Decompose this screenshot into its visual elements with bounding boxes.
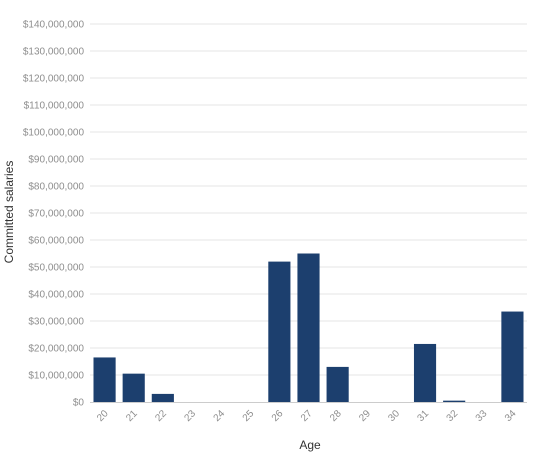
bars [93, 253, 524, 403]
x-tick-label: 34 [503, 408, 519, 424]
x-axis-title: Age [299, 438, 321, 452]
y-tick-label: $140,000,000 [23, 20, 85, 31]
bar-age-31[interactable] [413, 343, 437, 402]
x-tick-label: 22 [153, 408, 169, 424]
bar-age-20[interactable] [93, 357, 116, 402]
x-tick-label: 20 [95, 408, 111, 424]
y-tick-label: $30,000,000 [28, 317, 84, 328]
bar-age-34[interactable] [501, 311, 524, 402]
bar-age-28[interactable] [326, 366, 349, 402]
x-tick-label: 33 [474, 408, 490, 424]
bar-age-22[interactable] [151, 393, 174, 402]
y-tick-label: $0 [73, 398, 85, 409]
x-tick-label: 30 [386, 408, 402, 424]
x-tick-label: 21 [124, 408, 140, 424]
y-axis-title: Committed salaries [2, 161, 16, 264]
y-tick-label: $110,000,000 [24, 101, 85, 112]
y-tick-label: $90,000,000 [28, 155, 84, 166]
x-tick-label: 28 [328, 408, 344, 424]
y-tick-label: $130,000,000 [23, 47, 85, 58]
y-tick-label: $120,000,000 [23, 74, 85, 85]
y-tick-label: $10,000,000 [28, 371, 84, 382]
bar-age-26[interactable] [268, 261, 291, 402]
x-tick-label: 29 [357, 408, 373, 424]
y-tick-label: $50,000,000 [28, 263, 84, 274]
y-tick-label: $20,000,000 [28, 344, 84, 355]
y-tick-label: $40,000,000 [28, 290, 84, 301]
y-tick-label: $60,000,000 [28, 236, 84, 247]
y-tick-label: $80,000,000 [28, 182, 84, 193]
bar-age-27[interactable] [297, 253, 320, 403]
x-tick-label: 24 [212, 408, 228, 424]
x-tick-label: 27 [299, 408, 315, 424]
y-tick-label: $100,000,000 [23, 128, 85, 139]
bar-age-32[interactable] [443, 400, 466, 402]
y-axis-ticks: $0 $10,000,000 $20,000,000 $30,000,000 $40,0… [23, 20, 85, 409]
bar-age-21[interactable] [122, 373, 145, 402]
x-axis-ticks: 20 21 22 23 24 25 26 27 28 29 30 31 32 33 34 [95, 408, 519, 424]
x-tick-label: 32 [445, 408, 461, 424]
x-tick-label: 26 [270, 408, 286, 424]
y-tick-label: $70,000,000 [28, 209, 84, 220]
x-tick-label: 23 [182, 408, 198, 424]
x-tick-label: 31 [416, 408, 432, 424]
x-tick-label: 25 [241, 408, 257, 424]
